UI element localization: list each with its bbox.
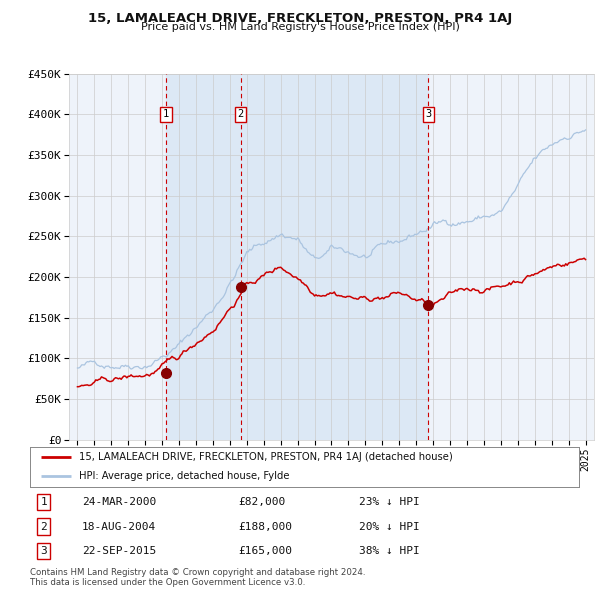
Text: 1: 1 [163,109,169,119]
Text: 1: 1 [40,497,47,507]
Bar [166,74,428,440]
Text: 3: 3 [40,546,47,556]
Text: 24-MAR-2000: 24-MAR-2000 [82,497,157,507]
Text: Price paid vs. HM Land Registry's House Price Index (HPI): Price paid vs. HM Land Registry's House … [140,22,460,32]
Text: 2: 2 [40,522,47,532]
Text: 22-SEP-2015: 22-SEP-2015 [82,546,157,556]
Text: 3: 3 [425,109,431,119]
Text: 23% ↓ HPI: 23% ↓ HPI [359,497,420,507]
Text: 2: 2 [238,109,244,119]
Text: £188,000: £188,000 [239,522,293,532]
Text: 38% ↓ HPI: 38% ↓ HPI [359,546,420,556]
Text: Contains HM Land Registry data © Crown copyright and database right 2024.
This d: Contains HM Land Registry data © Crown c… [30,568,365,587]
Text: 15, LAMALEACH DRIVE, FRECKLETON, PRESTON, PR4 1AJ: 15, LAMALEACH DRIVE, FRECKLETON, PRESTON… [88,12,512,25]
Text: 18-AUG-2004: 18-AUG-2004 [82,522,157,532]
Text: 15, LAMALEACH DRIVE, FRECKLETON, PRESTON, PR4 1AJ (detached house): 15, LAMALEACH DRIVE, FRECKLETON, PRESTON… [79,453,453,463]
Text: 20% ↓ HPI: 20% ↓ HPI [359,522,420,532]
Text: £82,000: £82,000 [239,497,286,507]
Text: £165,000: £165,000 [239,546,293,556]
Text: HPI: Average price, detached house, Fylde: HPI: Average price, detached house, Fyld… [79,471,290,481]
